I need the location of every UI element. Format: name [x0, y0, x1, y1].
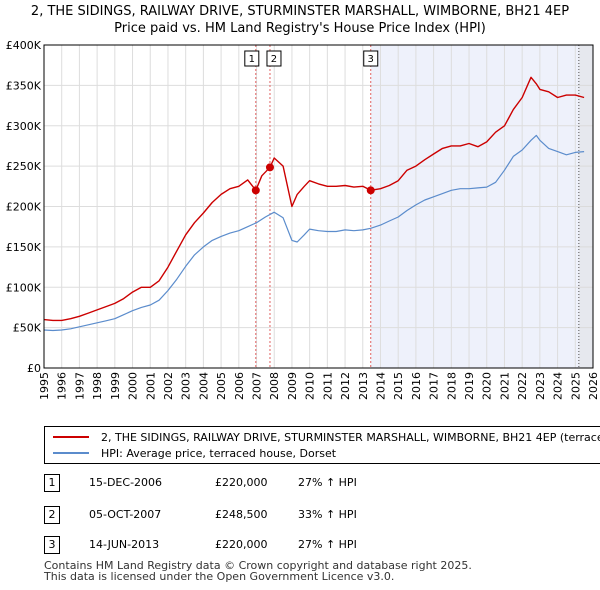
- sale-hpi-change: 27% ↑ HPI: [298, 476, 357, 489]
- x-tick-label: 2022: [516, 372, 529, 400]
- y-tick-label: £350K: [6, 79, 42, 92]
- y-tick-label: £300K: [6, 120, 42, 133]
- x-tick-label: 2016: [410, 372, 423, 400]
- legend-label-hpi: HPI: Average price, terraced house, Dors…: [101, 446, 337, 460]
- footer-notice: Contains HM Land Registry data © Crown c…: [44, 560, 472, 582]
- x-tick-label: 2010: [304, 372, 317, 400]
- x-tick-label: 2018: [445, 372, 458, 400]
- x-tick-label: 1999: [109, 372, 122, 400]
- x-tick-label: 2020: [481, 372, 494, 400]
- x-tick-label: 2009: [286, 372, 299, 400]
- x-tick-label: 2001: [144, 372, 157, 400]
- table-row: 1 15-DEC-2006 £220,000 27% ↑ HPI: [0, 474, 600, 494]
- x-tick-label: 2007: [251, 372, 264, 400]
- hpi-line: [43, 134, 585, 332]
- legend-label-property: 2, THE SIDINGS, RAILWAY DRIVE, STURMINST…: [101, 430, 600, 444]
- x-tick-label: 1995: [38, 372, 51, 400]
- chart-title: 2, THE SIDINGS, RAILWAY DRIVE, STURMINST…: [30, 4, 570, 19]
- x-tick-label: 2008: [268, 372, 281, 400]
- x-tick-label: 2003: [180, 372, 193, 400]
- sale-date: 14-JUN-2013: [89, 538, 160, 551]
- x-tick-label: 2017: [428, 372, 441, 400]
- x-tick-label: 2014: [374, 372, 387, 400]
- sale-marker-number: 1: [249, 54, 255, 65]
- sale-point: [265, 163, 274, 172]
- x-tick-label: 2000: [127, 372, 140, 400]
- sale-point: [366, 186, 375, 195]
- sale-price: £220,000: [215, 476, 268, 489]
- y-tick-label: £150K: [6, 241, 42, 254]
- table-row: 3 14-JUN-2013 £220,000 27% ↑ HPI: [0, 536, 600, 556]
- sale-marker-badge: 3: [44, 536, 60, 554]
- x-tick-label: 2024: [552, 372, 565, 400]
- chart-subtitle: Price paid vs. HM Land Registry's House …: [114, 21, 486, 36]
- x-tick-label: 2015: [392, 372, 405, 400]
- footer-licence: This data is licensed under the Open Gov…: [44, 570, 395, 583]
- x-tick-label: 2025: [569, 372, 582, 400]
- sale-date: 15-DEC-2006: [89, 476, 163, 489]
- y-tick-label: £250K: [6, 160, 42, 173]
- footer-copyright: Contains HM Land Registry data © Crown c…: [44, 559, 472, 572]
- legend-swatch-property: [53, 436, 89, 438]
- sale-marker-number: 3: [368, 54, 374, 65]
- table-row: 2 05-OCT-2007 £248,500 33% ↑ HPI: [0, 506, 600, 526]
- sale-marker-box: [266, 50, 282, 67]
- x-tick-label: 2013: [357, 372, 370, 400]
- x-tick-label: 2004: [197, 372, 210, 400]
- sale-price: £248,500: [215, 508, 268, 521]
- sale-marker-box: [363, 50, 379, 67]
- sale-date: 05-OCT-2007: [89, 508, 162, 521]
- price-chart: 1 2 3 £0 £50K £100K £150K £200K £250K £300K £350K £…: [6, 39, 600, 400]
- x-tick-label: 2026: [587, 372, 600, 400]
- x-tick-label: 1996: [56, 372, 69, 400]
- x-tick-label: 1997: [73, 372, 86, 400]
- property-price-line: [43, 76, 585, 322]
- y-tick-label: £50K: [13, 322, 42, 335]
- plot-border: [43, 44, 594, 369]
- sale-marker-number: 2: [271, 54, 277, 65]
- sale-marker-badge: 2: [44, 506, 60, 524]
- x-tick-label: 2021: [498, 372, 511, 400]
- legend-item-property: 2, THE SIDINGS, RAILWAY DRIVE, STURMINST…: [53, 429, 600, 445]
- x-tick-label: 2023: [534, 372, 547, 400]
- x-tick-label: 2019: [463, 372, 476, 400]
- x-tick-label: 2006: [233, 372, 246, 400]
- legend-swatch-hpi: [53, 452, 89, 454]
- chart-legend: 2, THE SIDINGS, RAILWAY DRIVE, STURMINST…: [44, 426, 600, 464]
- x-tick-label: 2002: [162, 372, 175, 400]
- sale-hpi-change: 33% ↑ HPI: [298, 508, 357, 521]
- x-tick-label: 1998: [91, 372, 104, 400]
- y-tick-label: £100K: [6, 281, 42, 294]
- sale-hpi-change: 27% ↑ HPI: [298, 538, 357, 551]
- sale-price: £220,000: [215, 538, 268, 551]
- y-tick-label: £400K: [6, 39, 42, 52]
- legend-item-hpi: HPI: Average price, terraced house, Dors…: [53, 445, 336, 461]
- y-tick-label: £200K: [6, 201, 42, 214]
- sale-marker-box: [244, 50, 260, 67]
- y-tick-label: £0: [27, 362, 41, 375]
- x-tick-label: 2012: [339, 372, 352, 400]
- forecast-hatch: [578, 45, 593, 368]
- sale-point: [251, 186, 260, 195]
- x-tick-label: 2005: [215, 372, 228, 400]
- x-tick-label: 2011: [321, 372, 334, 400]
- sale-marker-badge: 1: [44, 474, 60, 492]
